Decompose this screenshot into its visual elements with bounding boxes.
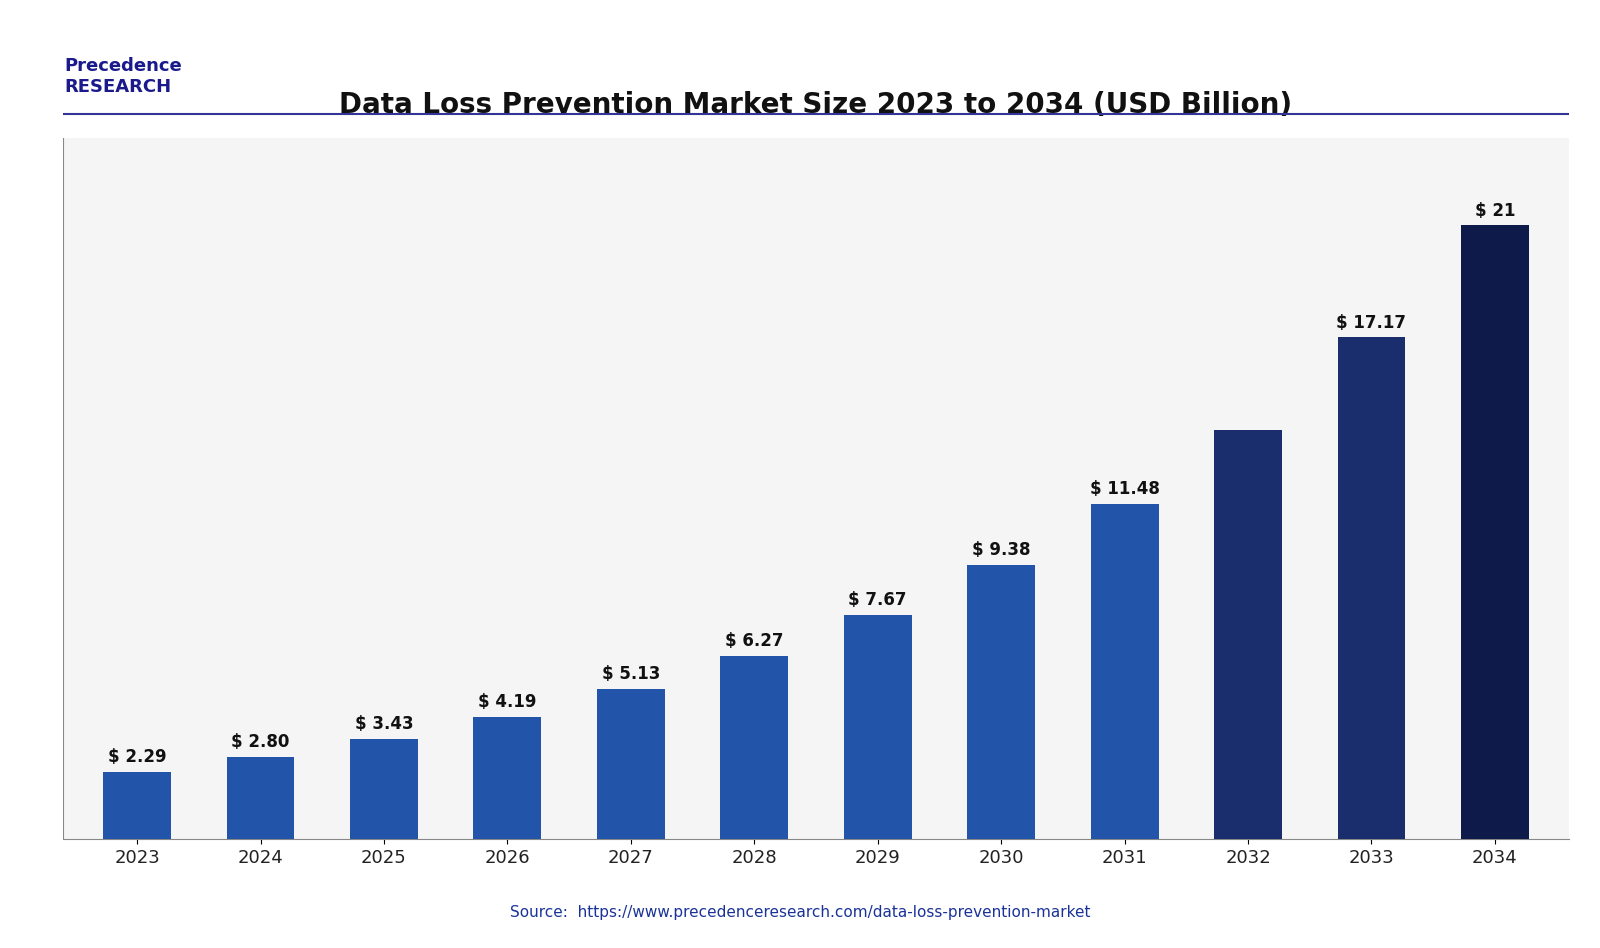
Text: Precedence
RESEARCH: Precedence RESEARCH <box>64 57 182 96</box>
Text: $ 3.43: $ 3.43 <box>355 715 413 733</box>
Bar <box>968 565 1035 839</box>
Text: $ 21: $ 21 <box>1475 202 1515 220</box>
Text: Source:  https://www.precedenceresearch.com/data-loss-prevention-market: Source: https://www.precedenceresearch.c… <box>510 904 1090 920</box>
Bar <box>227 757 294 839</box>
Bar <box>1338 337 1405 839</box>
Text: $ 2.80: $ 2.80 <box>232 734 290 751</box>
Text: $ 9.38: $ 9.38 <box>971 541 1030 559</box>
Bar <box>350 738 418 839</box>
Text: $ 2.29: $ 2.29 <box>107 748 166 766</box>
Bar <box>102 772 171 839</box>
Bar <box>1214 430 1282 839</box>
Bar <box>1091 503 1158 839</box>
Bar <box>1461 226 1530 839</box>
Text: $ 11.48: $ 11.48 <box>1090 480 1160 498</box>
Bar <box>597 689 664 839</box>
Title: Data Loss Prevention Market Size 2023 to 2034 (USD Billion): Data Loss Prevention Market Size 2023 to… <box>339 91 1293 118</box>
Bar <box>474 717 541 839</box>
Text: $ 7.67: $ 7.67 <box>848 591 907 609</box>
Text: $ 4.19: $ 4.19 <box>478 693 536 711</box>
Bar <box>843 615 912 839</box>
Text: $ 6.27: $ 6.27 <box>725 632 784 650</box>
Text: $ 17.17: $ 17.17 <box>1336 314 1406 332</box>
Bar <box>720 656 789 839</box>
Text: $ 5.13: $ 5.13 <box>602 665 661 684</box>
